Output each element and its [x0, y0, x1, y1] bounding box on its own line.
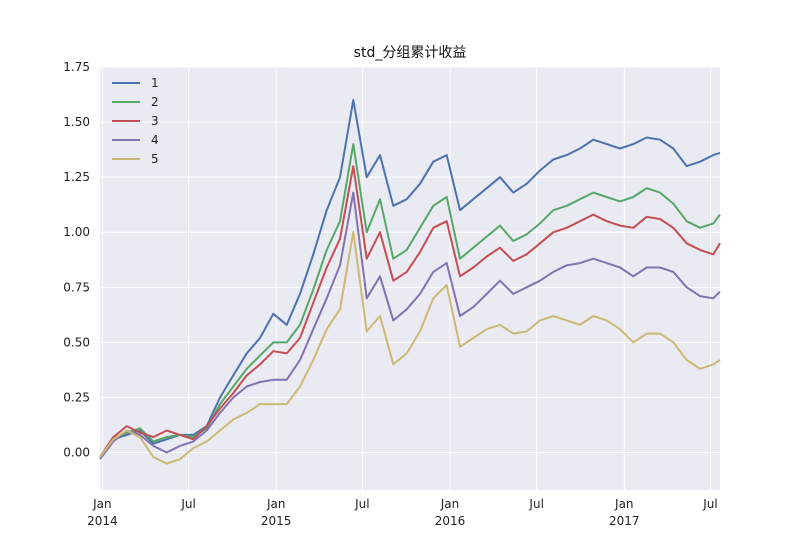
series-line-5 — [99, 231, 721, 465]
x-tick-label: Jan — [440, 497, 460, 511]
x-tick-label: Jul — [528, 497, 543, 511]
y-tick-label: 0.00 — [63, 446, 90, 460]
x-tick-year-label: 2017 — [609, 514, 640, 528]
x-tick-label: Jan — [614, 497, 634, 511]
y-tick-label: 1.25 — [63, 170, 90, 184]
y-tick-label: 0.25 — [63, 390, 90, 404]
x-tick-year-label: 2015 — [261, 514, 292, 528]
x-tick-year-label: 2016 — [435, 514, 466, 528]
legend-label-1: 1 — [151, 76, 159, 90]
series-line-3 — [99, 165, 721, 458]
x-tick-label: Jan — [92, 497, 112, 511]
legend-label-5: 5 — [151, 152, 159, 166]
legend-label-2: 2 — [151, 95, 159, 109]
y-tick-label: 1.50 — [63, 115, 90, 129]
legend: 1 2 3 4 5 — [112, 76, 159, 166]
legend-label-4: 4 — [151, 133, 159, 147]
y-tick-label: 0.75 — [63, 280, 90, 294]
x-tick-label: Jul — [702, 497, 717, 511]
y-tick-label: 1.75 — [63, 60, 90, 74]
series-layer — [99, 99, 721, 465]
y-axis: 0.00 0.25 0.50 0.75 1.00 1.25 1.50 1.75 — [63, 60, 90, 460]
x-tick-year-label: 2014 — [87, 514, 118, 528]
x-tick-label: Jul — [354, 497, 369, 511]
x-axis: Jan 2014 Jul Jan 2015 Jul Jan 2016 Jul Jan 2017 Jul — [87, 497, 718, 528]
legend-label-3: 3 — [151, 114, 159, 128]
y-tick-label: 0.50 — [63, 335, 90, 349]
series-line-4 — [99, 191, 721, 460]
x-tick-label: Jan — [266, 497, 286, 511]
y-tick-label: 1.00 — [63, 225, 90, 239]
chart-title: std_分组累计收益 — [354, 45, 467, 61]
plot-background — [100, 67, 720, 490]
x-tick-label: Jul — [180, 497, 195, 511]
series-line-2 — [99, 143, 721, 458]
